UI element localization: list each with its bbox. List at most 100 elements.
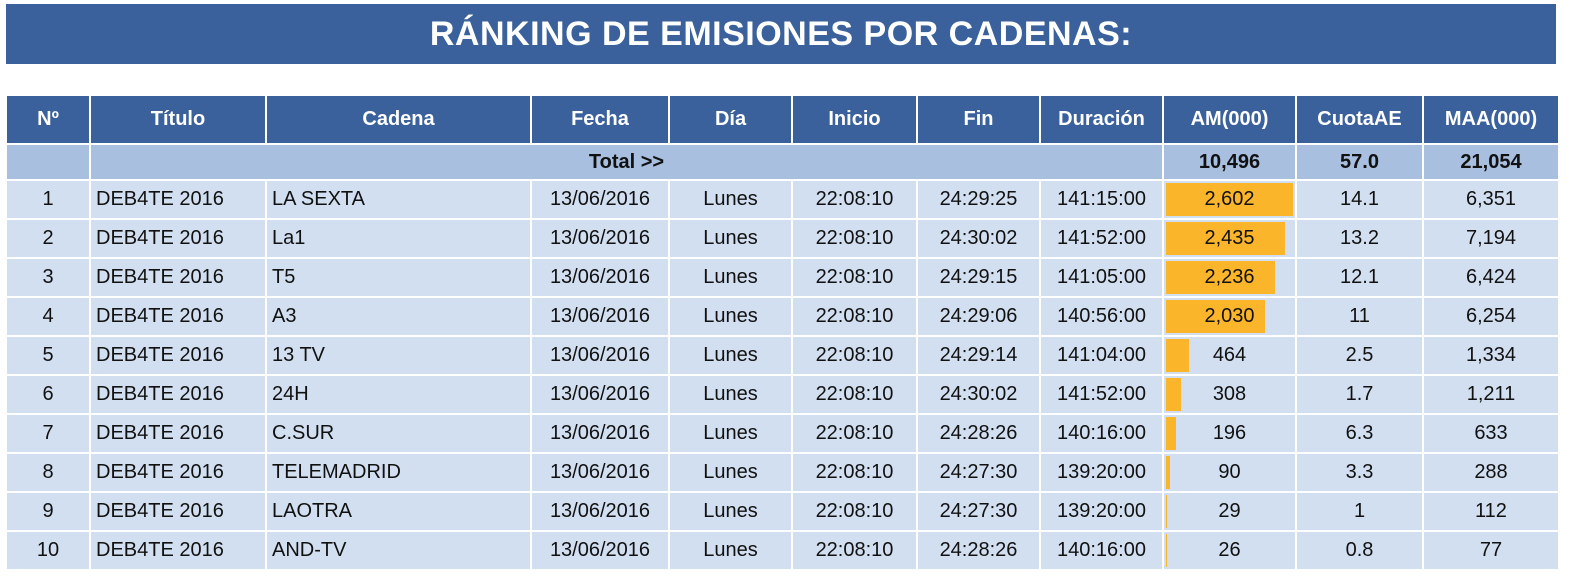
cell-duracion: 141:15:00 — [1041, 181, 1162, 218]
cell-duracion: 140:16:00 — [1041, 532, 1162, 569]
cell-cadena: T5 — [267, 259, 530, 296]
cell-am: 2,435 — [1164, 220, 1295, 257]
table-row: 5 DEB4TE 2016 13 TV 13/06/2016 Lunes 22:08:10… — [7, 337, 1558, 374]
cell-fecha: 13/06/2016 — [532, 220, 668, 257]
cell-duracion: 140:56:00 — [1041, 298, 1162, 335]
cell-fecha: 13/06/2016 — [532, 454, 668, 491]
table-row: 4 DEB4TE 2016 A3 13/06/2016 Lunes 22:08:10 24:… — [7, 298, 1558, 335]
header-col-duracion: Duración — [1041, 96, 1162, 143]
cell-maa: 6,424 — [1424, 259, 1558, 296]
total-cuota: 57.0 — [1297, 145, 1422, 179]
table-row: 9 DEB4TE 2016 LAOTRA 13/06/2016 Lunes 22:08:1… — [7, 493, 1558, 530]
cell-am: 2,602 — [1164, 181, 1295, 218]
cell-am: 90 — [1164, 454, 1295, 491]
cell-fin: 24:29:25 — [918, 181, 1039, 218]
header-col-cadena: Cadena — [267, 96, 530, 143]
cell-fin: 24:30:02 — [918, 376, 1039, 413]
page-title: RÁNKING DE EMISIONES POR CADENAS: — [6, 4, 1556, 64]
cell-inicio: 22:08:10 — [793, 259, 916, 296]
cell-cadena: LAOTRA — [267, 493, 530, 530]
header-col-titulo: Título — [91, 96, 265, 143]
ranking-table: Nº Título Cadena Fecha Día Inicio Fin Duración A… — [5, 94, 1560, 571]
cell-fin: 24:28:26 — [918, 415, 1039, 452]
cell-cuota: 12.1 — [1297, 259, 1422, 296]
cell-cadena: AND-TV — [267, 532, 530, 569]
cell-maa: 633 — [1424, 415, 1558, 452]
cell-am: 196 — [1164, 415, 1295, 452]
am-data-bar — [1166, 261, 1276, 294]
cell-duracion: 139:20:00 — [1041, 493, 1162, 530]
cell-cuota: 11 — [1297, 298, 1422, 335]
cell-n: 7 — [7, 415, 89, 452]
table-row: 1 DEB4TE 2016 LA SEXTA 13/06/2016 Lunes 22:08… — [7, 181, 1558, 218]
cell-n: 6 — [7, 376, 89, 413]
cell-fecha: 13/06/2016 — [532, 493, 668, 530]
cell-n: 2 — [7, 220, 89, 257]
cell-titulo: DEB4TE 2016 — [91, 259, 265, 296]
am-value: 2,602 — [1204, 188, 1255, 210]
cell-n: 3 — [7, 259, 89, 296]
cell-maa: 6,254 — [1424, 298, 1558, 335]
cell-n: 9 — [7, 493, 89, 530]
cell-dia: Lunes — [670, 493, 791, 530]
cell-maa: 6,351 — [1424, 181, 1558, 218]
am-value: 464 — [1212, 344, 1247, 366]
cell-dia: Lunes — [670, 298, 791, 335]
cell-duracion: 141:04:00 — [1041, 337, 1162, 374]
header-col-fin: Fin — [918, 96, 1039, 143]
cell-cadena: 13 TV — [267, 337, 530, 374]
header-col-inicio: Inicio — [793, 96, 916, 143]
header-col-cuota: CuotaAE — [1297, 96, 1422, 143]
header-row: Nº Título Cadena Fecha Día Inicio Fin Duración A… — [7, 96, 1558, 143]
cell-dia: Lunes — [670, 376, 791, 413]
cell-duracion: 139:20:00 — [1041, 454, 1162, 491]
cell-fecha: 13/06/2016 — [532, 376, 668, 413]
am-data-bar — [1166, 222, 1285, 255]
cell-duracion: 141:52:00 — [1041, 376, 1162, 413]
cell-fecha: 13/06/2016 — [532, 415, 668, 452]
cell-fin: 24:27:30 — [918, 493, 1039, 530]
cell-dia: Lunes — [670, 532, 791, 569]
cell-cadena: LA SEXTA — [267, 181, 530, 218]
cell-dia: Lunes — [670, 415, 791, 452]
cell-titulo: DEB4TE 2016 — [91, 298, 265, 335]
cell-cuota: 13.2 — [1297, 220, 1422, 257]
cell-maa: 1,211 — [1424, 376, 1558, 413]
cell-n: 10 — [7, 532, 89, 569]
cell-inicio: 22:08:10 — [793, 376, 916, 413]
cell-cuota: 1.7 — [1297, 376, 1422, 413]
cell-dia: Lunes — [670, 454, 791, 491]
table-row: 8 DEB4TE 2016 TELEMADRID 13/06/2016 Lunes 22:… — [7, 454, 1558, 491]
cell-titulo: DEB4TE 2016 — [91, 532, 265, 569]
cell-cadena: TELEMADRID — [267, 454, 530, 491]
cell-dia: Lunes — [670, 259, 791, 296]
cell-fecha: 13/06/2016 — [532, 259, 668, 296]
cell-am: 29 — [1164, 493, 1295, 530]
total-row: Total >> 10,496 57.0 21,054 — [7, 145, 1558, 179]
cell-n: 4 — [7, 298, 89, 335]
cell-duracion: 141:05:00 — [1041, 259, 1162, 296]
cell-cuota: 1 — [1297, 493, 1422, 530]
cell-duracion: 141:52:00 — [1041, 220, 1162, 257]
am-value: 2,030 — [1204, 305, 1255, 327]
cell-am: 2,030 — [1164, 298, 1295, 335]
am-value: 2,435 — [1204, 227, 1255, 249]
cell-dia: Lunes — [670, 181, 791, 218]
cell-cadena: C.SUR — [267, 415, 530, 452]
total-empty-cell — [7, 145, 89, 179]
cell-inicio: 22:08:10 — [793, 220, 916, 257]
cell-inicio: 22:08:10 — [793, 415, 916, 452]
cell-cuota: 2.5 — [1297, 337, 1422, 374]
cell-titulo: DEB4TE 2016 — [91, 493, 265, 530]
cell-fecha: 13/06/2016 — [532, 337, 668, 374]
header-col-maa: MAA(000) — [1424, 96, 1558, 143]
table-row: 10 DEB4TE 2016 AND-TV 13/06/2016 Lunes 22:08:… — [7, 532, 1558, 569]
am-data-bar — [1166, 300, 1266, 333]
total-maa: 21,054 — [1424, 145, 1558, 179]
cell-dia: Lunes — [670, 220, 791, 257]
table-row: 6 DEB4TE 2016 24H 13/06/2016 Lunes 22:08:10 24… — [7, 376, 1558, 413]
cell-inicio: 22:08:10 — [793, 337, 916, 374]
cell-fecha: 13/06/2016 — [532, 532, 668, 569]
cell-inicio: 22:08:10 — [793, 181, 916, 218]
cell-maa: 77 — [1424, 532, 1558, 569]
